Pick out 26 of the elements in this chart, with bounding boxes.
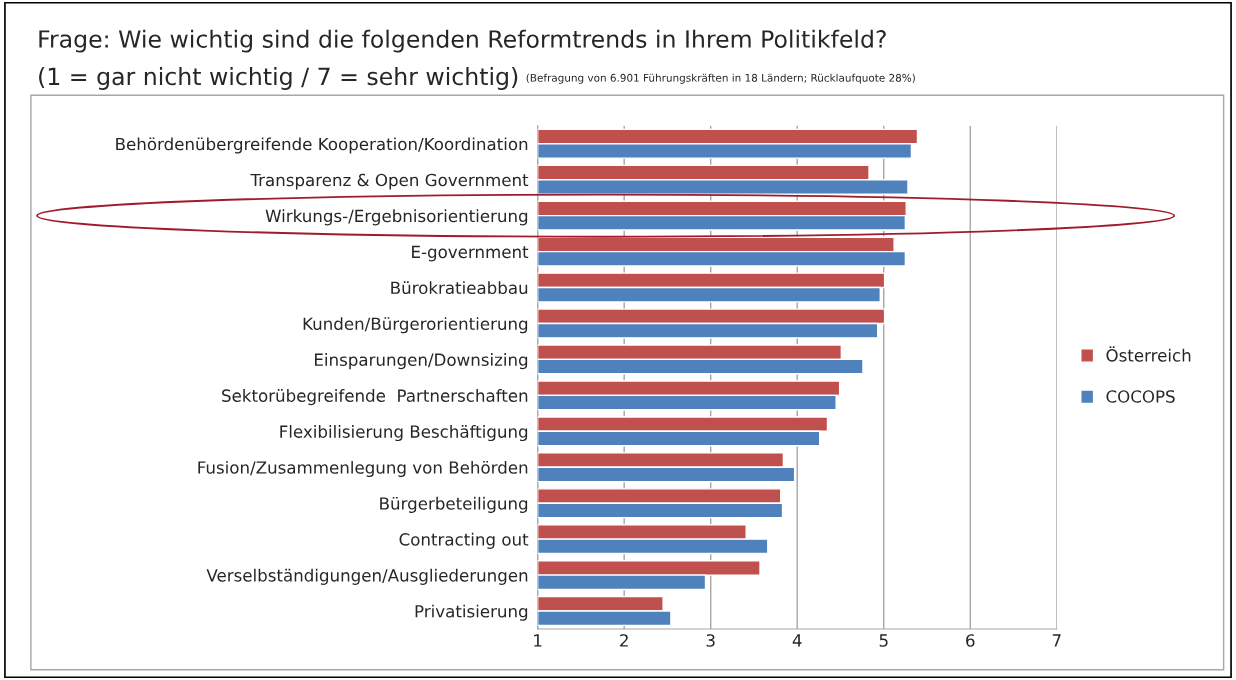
y-tick-label: E-government bbox=[412, 245, 529, 262]
y-tick-label: Kunden/Bürgerorientierung bbox=[303, 317, 528, 334]
y-tick-label: Flexibilisierung Beschäftigung bbox=[280, 424, 528, 442]
x-tick-label: 2 bbox=[620, 634, 628, 647]
y-tick-label: Contracting out bbox=[399, 532, 529, 549]
x-tick-label: 5 bbox=[879, 634, 888, 647]
y-tick-label: Bürokratieabbau bbox=[391, 281, 528, 295]
y-tick-label: Einsparungen/Downsizing bbox=[315, 353, 528, 370]
x-tick-label: 7 bbox=[1052, 634, 1061, 647]
y-tick-label: Bürgerbeteiligung bbox=[380, 496, 528, 513]
legend-label: Österreich bbox=[1106, 346, 1191, 362]
x-tick-label: 6 bbox=[966, 634, 975, 647]
text: (1 = gar nicht wichtig / 7 = sehr wichtig) bbox=[39, 67, 518, 90]
y-tick-label: Verselbständigungen/Ausgliederungen bbox=[206, 568, 528, 585]
legend-label: COCOPS bbox=[1106, 390, 1175, 403]
chart-title: Frage: Wie wichtig sind die folgenden Reformtrends in Ihrem Politikfeld? bbox=[39, 29, 886, 53]
y-tick-label: Fusion/Zusammenlegung von Behörden bbox=[198, 460, 528, 478]
y-tick-label: Sektorübegreifende Partnerschaften bbox=[222, 389, 528, 406]
text: (Befragung von 6.901 Führungskräften in 18 Ländern; Rücklaufquote 28%) bbox=[526, 73, 915, 84]
y-tick-label: Privatisierung bbox=[415, 604, 528, 621]
x-tick-label: 1 bbox=[534, 634, 542, 647]
x-tick-label: 3 bbox=[706, 634, 715, 647]
y-tick-label: Wirkungs-/Ergebnisorientierung bbox=[265, 209, 528, 226]
y-tick-label: Behördenübergreifende Kooperation/Koordination bbox=[116, 137, 528, 154]
x-tick-label: 4 bbox=[792, 634, 802, 647]
y-tick-label: Transparenz & Open Government bbox=[250, 173, 529, 190]
